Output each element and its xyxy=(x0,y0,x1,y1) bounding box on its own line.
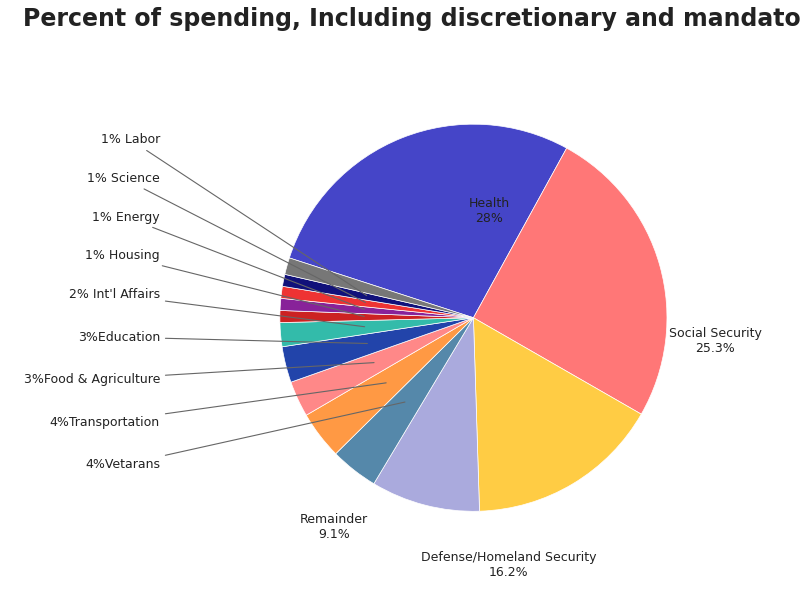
Text: Defense/Homeland Security
16.2%: Defense/Homeland Security 16.2% xyxy=(421,552,596,579)
Text: 3%Food & Agriculture: 3%Food & Agriculture xyxy=(23,363,374,386)
Wedge shape xyxy=(336,318,474,484)
Wedge shape xyxy=(280,298,474,318)
Text: Health
28%: Health 28% xyxy=(468,197,510,225)
Wedge shape xyxy=(474,318,642,511)
Wedge shape xyxy=(282,318,474,382)
Text: 1% Labor: 1% Labor xyxy=(101,133,366,296)
Text: 3%Education: 3%Education xyxy=(78,331,367,344)
Text: 1% Housing: 1% Housing xyxy=(86,249,364,316)
Wedge shape xyxy=(285,258,474,318)
Wedge shape xyxy=(374,318,479,511)
Wedge shape xyxy=(280,318,474,347)
Text: 1% Science: 1% Science xyxy=(87,172,366,303)
Wedge shape xyxy=(306,318,474,454)
Text: Remainder
9.1%: Remainder 9.1% xyxy=(300,513,368,541)
Wedge shape xyxy=(474,148,667,414)
Wedge shape xyxy=(282,274,474,318)
Text: 1% Energy: 1% Energy xyxy=(92,210,365,309)
Title: Percent of spending, Including discretionary and mandatory: Percent of spending, Including discretio… xyxy=(22,7,800,31)
Text: 4%Vetarans: 4%Vetarans xyxy=(85,402,405,471)
Text: 4%Transportation: 4%Transportation xyxy=(50,383,386,429)
Wedge shape xyxy=(280,311,474,323)
Text: Social Security
25.3%: Social Security 25.3% xyxy=(669,327,762,355)
Wedge shape xyxy=(290,124,566,318)
Wedge shape xyxy=(291,318,474,415)
Text: 2% Int'l Affairs: 2% Int'l Affairs xyxy=(69,288,365,327)
Wedge shape xyxy=(281,286,474,318)
